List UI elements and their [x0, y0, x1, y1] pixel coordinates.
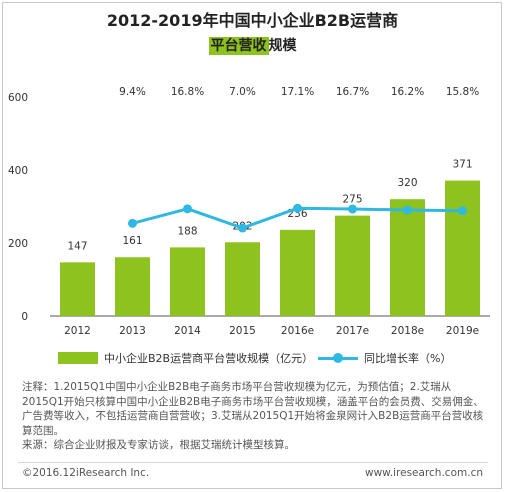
x-tick-label: 2017e	[336, 325, 369, 337]
notes: 注释：1.2015Q1中国中小企业B2B电子商务市场平台营收规模为亿元，为预估值…	[22, 380, 492, 453]
growth-rate-point	[238, 223, 247, 233]
growth-rate-series: 9.4% 16.8% 7.0% 17.1% 16.7% 16.2% 15.8%	[119, 86, 479, 233]
growth-rate-label: 7.0%	[229, 86, 256, 98]
growth-rate-point	[128, 218, 137, 228]
bar	[225, 242, 260, 316]
chart-title: 2012-2019年中国中小企业B2B运营商	[106, 11, 399, 30]
growth-rate-point	[183, 204, 192, 214]
footer-divider	[18, 462, 488, 463]
note-line-3: 广告费等收入，不包括运营商自营营收；3.艾瑞从2015Q1开始将金泉网计入B2B…	[22, 410, 484, 422]
growth-rate-label: 16.8%	[171, 86, 204, 98]
growth-rate-label: 15.8%	[446, 86, 479, 98]
growth-rate-label: 16.7%	[336, 86, 369, 98]
x-tick-label: 2015	[229, 325, 256, 337]
legend-item-growth: 同比增长率（%）	[318, 350, 451, 366]
legend-bar-label: 中小企业B2B运营商平台营收规模（亿元）	[104, 352, 314, 365]
x-tick-label: 2019e	[446, 325, 479, 337]
website: www.iresearch.com.cn	[364, 467, 483, 479]
growth-rate-label: 9.4%	[119, 86, 146, 98]
bar-series: 147161188202236275320371	[60, 159, 480, 316]
bar-value-label: 275	[342, 194, 362, 206]
note-source: 来源：综合企业财报及专家访谈，根据艾瑞统计模型核算。	[22, 439, 295, 451]
bar	[445, 180, 480, 316]
growth-rate-point	[458, 206, 467, 216]
note-line-4: 算范围。	[22, 424, 64, 437]
chart-plot: 0 200 400 600 2012 2013 2014 2015 2016e 2017e 2018…	[8, 86, 490, 337]
y-tick-label: 0	[21, 311, 28, 323]
axes: 0 200 400 600 2012 2013 2014 2015 2016e 2017e 2018…	[8, 92, 490, 337]
growth-rate-label: 16.2%	[391, 86, 424, 98]
x-tick-label: 2013	[119, 325, 146, 337]
bar	[390, 199, 425, 316]
bar	[335, 215, 370, 316]
bar-value-label: 371	[452, 159, 472, 171]
growth-rate-point	[403, 205, 412, 215]
y-tick-label: 600	[8, 92, 28, 104]
chart-subtitle: 平台营收 规模	[0, 35, 505, 55]
x-tick-label: 2014	[174, 325, 201, 337]
x-tick-label: 2012	[64, 325, 91, 337]
note-line-2: 2015Q1开始只核算中国中小企业B2B电子商务市场平台营收规模，涵盖平台的会员…	[22, 395, 484, 408]
bar-value-label: 188	[177, 225, 197, 237]
subtitle-highlight: 平台营收	[208, 37, 269, 55]
growth-rate-label: 17.1%	[281, 86, 314, 98]
growth-rate-point	[348, 204, 357, 214]
y-tick-label: 200	[8, 238, 28, 250]
note-line-1: 注释：1.2015Q1中国中小企业B2B电子商务市场平台营收规模为亿元，为预估值…	[22, 381, 452, 393]
legend-line-swatch	[318, 352, 358, 364]
x-tick-label: 2018e	[391, 325, 424, 337]
y-tick-label: 400	[8, 165, 28, 177]
bar-value-label: 161	[122, 235, 142, 247]
x-tick-label: 2016e	[281, 325, 314, 337]
subtitle-rest: 规模	[268, 38, 297, 54]
legend-item-revenue: 中小企业B2B运营商平台营收规模（亿元）	[58, 350, 313, 366]
bar	[60, 262, 95, 316]
bar	[170, 247, 205, 316]
bar-value-label: 147	[67, 240, 87, 252]
growth-rate-point	[293, 203, 302, 213]
bar	[115, 257, 150, 316]
legend-line-label: 同比增长率（%）	[364, 352, 452, 365]
bar-value-label: 320	[397, 177, 417, 189]
legend-bar-swatch	[58, 352, 98, 364]
bar	[280, 229, 315, 316]
copyright: ©2016.12iResearch Inc.	[22, 467, 150, 479]
